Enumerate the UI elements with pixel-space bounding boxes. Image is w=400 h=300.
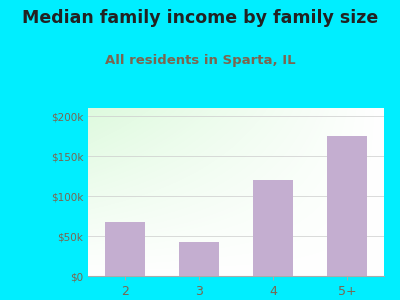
Bar bbox=[179, 242, 219, 276]
Bar bbox=[253, 180, 293, 276]
Text: All residents in Sparta, IL: All residents in Sparta, IL bbox=[105, 54, 295, 67]
Text: Median family income by family size: Median family income by family size bbox=[22, 9, 378, 27]
Bar bbox=[327, 136, 367, 276]
Bar bbox=[105, 222, 145, 276]
